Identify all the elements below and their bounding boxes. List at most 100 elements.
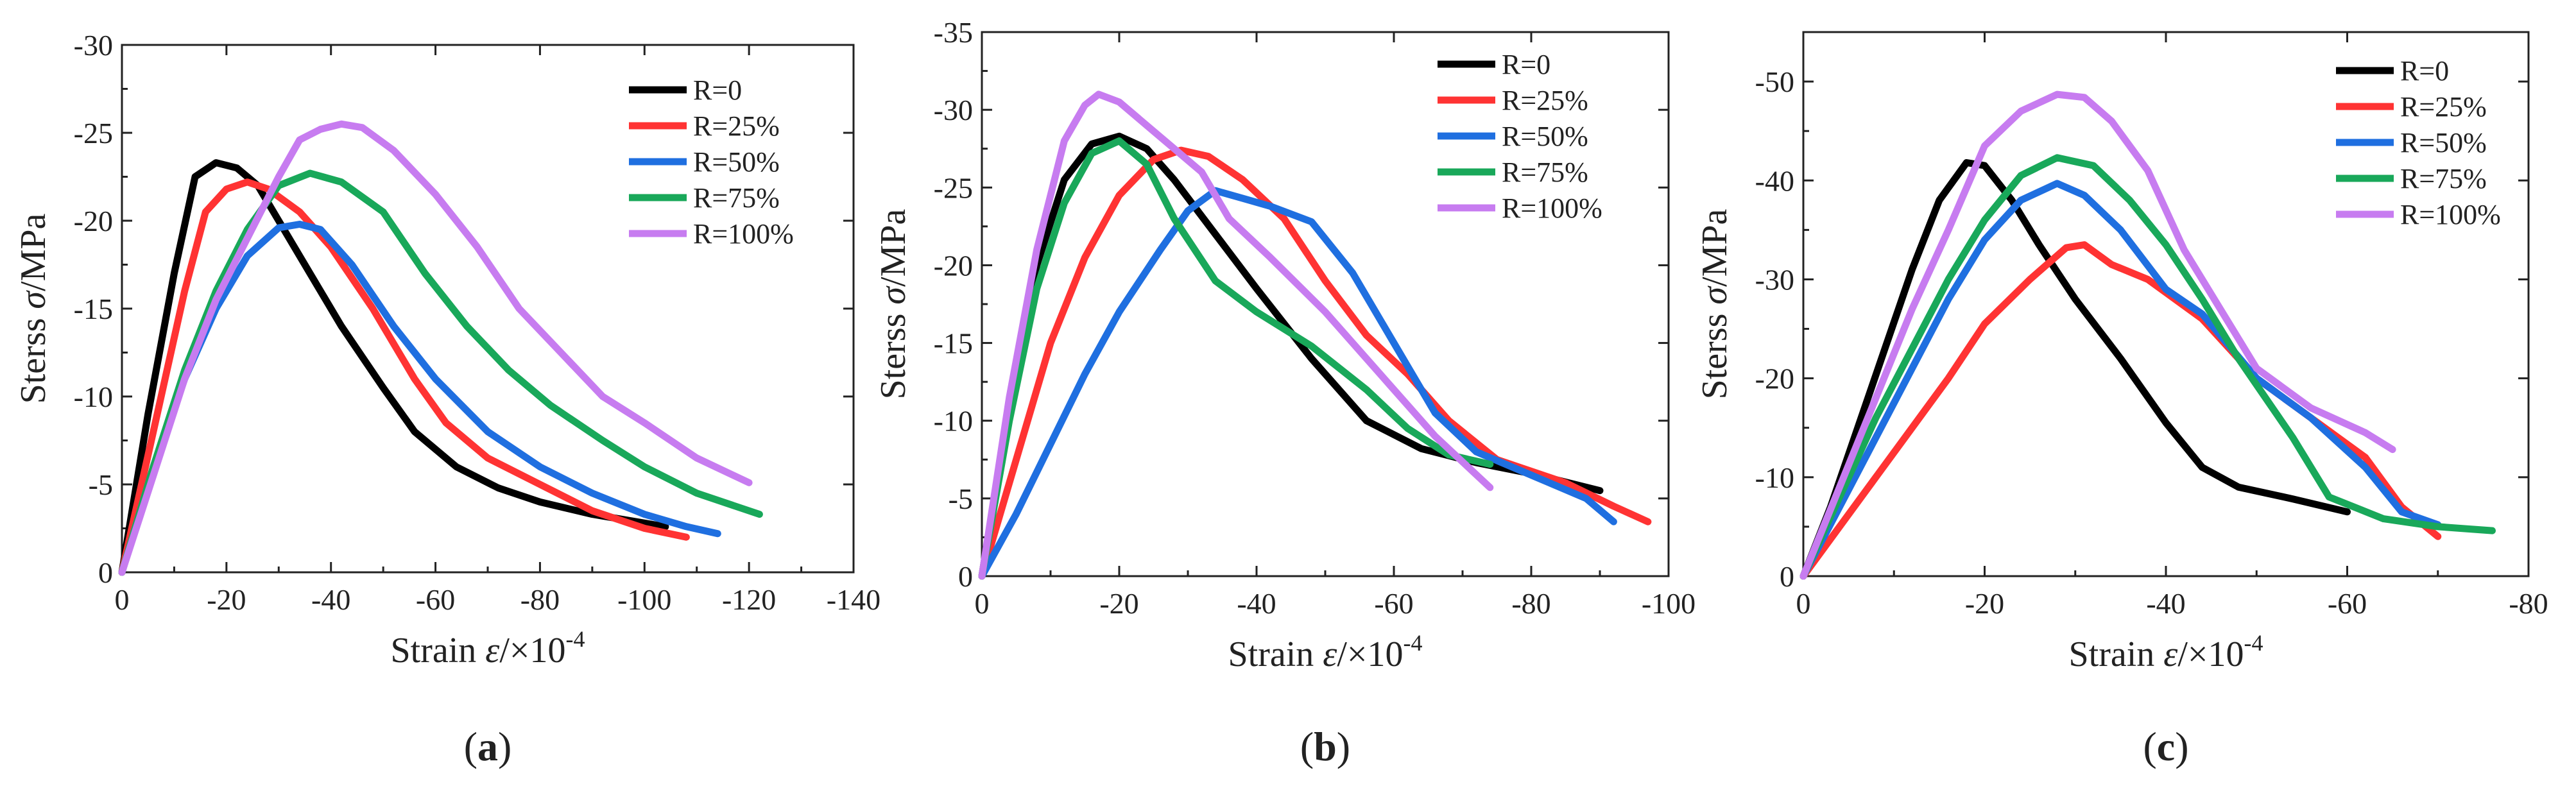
y-tick-label: -30 — [1755, 263, 1794, 296]
y-axis-title-text: Sterss — [13, 309, 53, 404]
legend-label: R=0 — [1502, 49, 1550, 80]
panel-a: 0 -20 -40 -60 -80 -100 -120 -140 0 -5 -10 -15 -20 -25… — [13, 29, 880, 769]
panel-label-open: ( — [1300, 724, 1314, 769]
y-tick-label: 0 — [98, 556, 113, 589]
x-axis-title-text: Strain — [2069, 635, 2164, 674]
x-tick-label: -20 — [1965, 587, 2004, 620]
x-tick-label: -100 — [1642, 587, 1696, 620]
panel-label: (a) — [464, 724, 512, 769]
y-axis-unit: /MPa — [1695, 209, 1735, 286]
series-line-r-0 — [118, 159, 669, 576]
legend-label: R=50% — [693, 146, 780, 178]
series-line-r-75 — [1799, 154, 2496, 580]
series-line-r-50 — [1799, 180, 2442, 580]
y-tick-label: -10 — [74, 380, 113, 413]
x-tick-label: -40 — [2146, 587, 2185, 620]
x-tick-label: -40 — [311, 583, 350, 616]
panel-label-letter: b — [1314, 724, 1337, 769]
panel-label-open: ( — [464, 724, 477, 769]
x-axis-symbol: ε — [485, 631, 500, 670]
x-tick-label: -60 — [2328, 587, 2367, 620]
x-tick-label: -40 — [1237, 587, 1276, 620]
series-line-r-25 — [118, 178, 690, 576]
x-tick-label: -80 — [1511, 587, 1550, 620]
legend-label: R=75% — [693, 182, 780, 214]
x-axis-title-text: Strain — [1228, 635, 1323, 674]
legend-label: R=25% — [1502, 85, 1588, 116]
legend-label: R=75% — [2400, 163, 2487, 194]
x-tick-label: -60 — [1374, 587, 1413, 620]
panel-label-close: ) — [2175, 724, 2188, 769]
x-tick-label: -120 — [722, 583, 776, 616]
x-axis-title: Strain ε/×10-4 — [2069, 630, 2263, 674]
legend-label: R=50% — [1502, 121, 1588, 152]
y-axis-title-text: Sterss — [873, 305, 913, 400]
y-tick-label: -30 — [74, 29, 113, 62]
x-tick-label: -100 — [617, 583, 671, 616]
y-axis-symbol: σ — [1695, 286, 1735, 305]
panel-b: 0 -20 -40 -60 -80 -100 0 -5 -10 -15 -20 -25 -30 -35 R=… — [873, 16, 1696, 769]
panel-c: 0 -20 -40 -60 -80 0 -10 -20 -30 -40 -50 R=0 R=25% R=5… — [1695, 31, 2548, 769]
y-tick-label: -20 — [1755, 362, 1794, 395]
panel-label-close: ) — [498, 724, 511, 769]
y-tick-label: -10 — [934, 405, 973, 438]
x-tick-label: 0 — [975, 587, 990, 620]
x-axis-unit: /×10 — [2177, 635, 2244, 674]
panel-label-open: ( — [2143, 724, 2156, 769]
x-tick-label: -20 — [207, 583, 246, 616]
legend-label: R=100% — [693, 218, 794, 250]
x-axis-title-text: Strain — [391, 631, 486, 670]
x-tick-label: -80 — [2509, 587, 2548, 620]
y-tick-label: -30 — [934, 94, 973, 126]
y-tick-label: -40 — [1755, 164, 1794, 197]
y-tick-label: -50 — [1755, 65, 1794, 98]
y-tick-label: 0 — [1780, 560, 1794, 593]
x-tick-label: -140 — [827, 583, 880, 616]
y-axis-symbol: σ — [13, 290, 53, 309]
series-line-r-100 — [118, 120, 753, 576]
x-tick-label: 0 — [115, 583, 130, 616]
legend-label: R=25% — [693, 110, 780, 142]
x-tick-label: -80 — [520, 583, 560, 616]
y-axis-title: Sterss σ/MPa — [1695, 209, 1735, 399]
x-axis-exponent: -4 — [565, 626, 585, 652]
series-line-r-0 — [1799, 159, 2351, 580]
x-axis-unit: /×10 — [499, 631, 565, 670]
y-tick-label: -25 — [934, 171, 973, 204]
y-tick-label: -25 — [74, 117, 113, 149]
y-axis-unit: /MPa — [13, 213, 53, 291]
x-tick-label: -20 — [1099, 587, 1138, 620]
x-tick-label: 0 — [1796, 587, 1811, 620]
legend-label: R=75% — [1502, 157, 1588, 188]
x-axis-exponent: -4 — [2244, 630, 2263, 656]
x-axis-title: Strain ε/×10-4 — [1228, 630, 1423, 674]
y-tick-label: -35 — [934, 16, 973, 49]
y-tick-label: -5 — [89, 468, 113, 501]
y-axis-unit: /MPa — [873, 209, 913, 286]
legend-label: R=100% — [2400, 199, 2501, 230]
y-tick-label: -5 — [949, 482, 973, 515]
series-line-r-50 — [978, 187, 1617, 580]
x-tick-label: -60 — [416, 583, 455, 616]
series-line-r-75 — [978, 137, 1494, 580]
legend-label: R=0 — [2400, 55, 2449, 87]
legend-label: R=50% — [2400, 127, 2487, 158]
y-tick-label: -20 — [934, 249, 973, 282]
series-line-r-100 — [978, 90, 1494, 580]
y-axis-symbol: σ — [873, 286, 913, 305]
legend-label: R=100% — [1502, 192, 1602, 224]
series-line-r-100 — [1799, 90, 2396, 580]
y-axis-title: Sterss σ/MPa — [13, 213, 53, 404]
x-axis-title: Strain ε/×10-4 — [391, 626, 585, 670]
x-axis-symbol: ε — [1323, 635, 1337, 674]
panel-label-letter: c — [2157, 724, 2175, 769]
panel-label: (b) — [1300, 724, 1350, 769]
y-axis-title-text: Sterss — [1695, 305, 1735, 400]
y-tick-label: -15 — [74, 293, 113, 325]
legend-label: R=25% — [2400, 91, 2487, 123]
panel-label-close: ) — [1337, 724, 1350, 769]
y-tick-label: -20 — [74, 205, 113, 237]
y-tick-label: -15 — [934, 327, 973, 360]
legend-label: R=0 — [693, 74, 742, 106]
